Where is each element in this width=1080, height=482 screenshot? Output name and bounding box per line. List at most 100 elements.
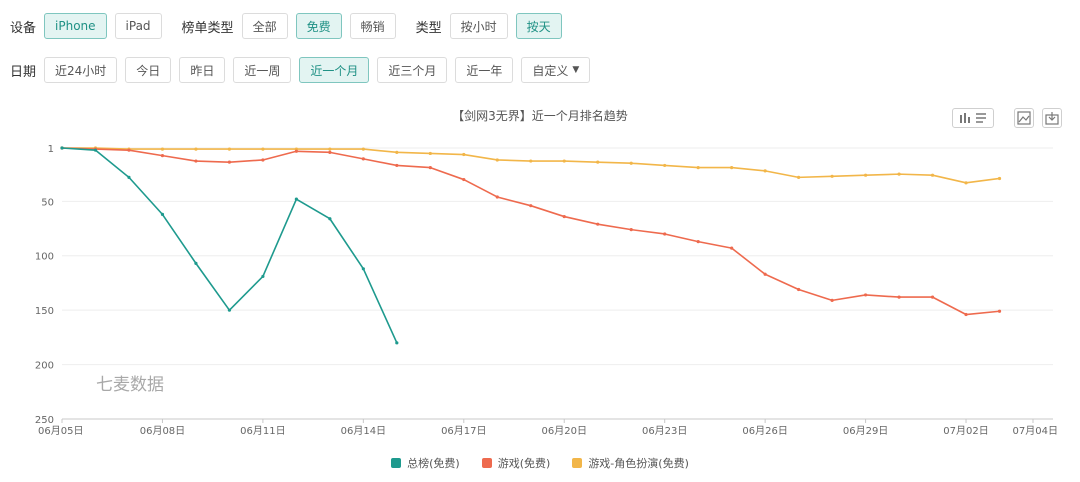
data-point <box>863 293 868 297</box>
data-point <box>964 312 968 317</box>
data-point <box>194 147 198 151</box>
data-point <box>629 228 633 232</box>
data-point <box>897 172 901 176</box>
x-tick-label: 06月14日 <box>341 425 386 437</box>
data-point <box>261 274 265 279</box>
data-point <box>596 222 600 226</box>
x-tick-label: 06月29日 <box>843 425 888 437</box>
data-point <box>596 160 600 164</box>
date-24h-button[interactable]: 近24小时 <box>44 57 118 83</box>
data-point <box>160 147 165 151</box>
data-point <box>361 157 365 161</box>
chart-grid <box>62 147 1053 420</box>
data-point <box>294 197 298 201</box>
data-point <box>730 246 734 250</box>
export-button[interactable] <box>1042 108 1062 128</box>
data-point <box>830 174 834 178</box>
data-point <box>495 158 499 162</box>
data-point <box>562 214 566 219</box>
y-tick-label: 150 <box>35 306 54 317</box>
data-point <box>361 147 365 151</box>
data-point <box>194 261 198 265</box>
date-custom-label: 自定义 <box>532 63 569 78</box>
date-3months-button[interactable]: 近三个月 <box>377 57 448 83</box>
list-type-free-button[interactable]: 免费 <box>295 13 342 39</box>
y-tick-label: 250 <box>35 415 54 426</box>
type-daily-button[interactable]: 按天 <box>515 13 562 39</box>
legend-swatch <box>572 458 583 468</box>
data-point <box>93 148 98 152</box>
date-year-button[interactable]: 近一年 <box>455 57 514 83</box>
legend-label: 游戏-角色扮演(免费) <box>588 457 689 470</box>
legend-item[interactable]: 游戏-角色扮演(免费) <box>572 455 689 471</box>
data-point <box>227 160 232 164</box>
series-line <box>62 147 1000 184</box>
legend-item[interactable]: 游戏(免费) <box>481 455 551 471</box>
legend-swatch <box>391 458 402 468</box>
data-point <box>495 195 499 199</box>
type-hourly-button[interactable]: 按小时 <box>449 13 508 39</box>
legend-item[interactable]: 总榜(免费) <box>391 455 460 471</box>
date-month-button[interactable]: 近一个月 <box>299 57 370 83</box>
device-label: 设备 <box>10 20 37 36</box>
list-type-grossing-button[interactable]: 畅销 <box>349 13 396 39</box>
data-point <box>395 163 399 168</box>
data-point <box>328 150 332 154</box>
filter-row-2: 日期 近24小时 今日 昨日 近一周 近一个月 近三个月 近一年 自定义 ▼ <box>0 55 598 85</box>
data-point <box>428 151 432 156</box>
data-point <box>462 177 466 182</box>
chart-title: 【剑网3无界】近一个月排名趋势 <box>452 109 628 123</box>
data-point <box>997 309 1002 313</box>
date-label: 日期 <box>10 64 37 80</box>
data-point <box>629 161 633 165</box>
data-point <box>395 150 399 154</box>
data-point <box>60 146 64 150</box>
series-line <box>61 147 398 344</box>
data-point <box>964 181 968 185</box>
filter-row-1: 设备 iPhone iPad 榜单类型 全部 免费 畅销 类型 按小时 按天 <box>0 11 570 41</box>
data-point <box>763 272 767 276</box>
x-tick-label: 06月26日 <box>742 425 787 437</box>
data-point <box>261 158 265 162</box>
x-axis-ticks: 06月05日 06月08日 06月11日 06月14日 06月17日 06月20日 06月2… <box>38 419 1058 437</box>
data-point <box>227 147 232 151</box>
data-point <box>227 308 232 312</box>
legend-label: 游戏(免费) <box>497 457 551 470</box>
date-today-button[interactable]: 今日 <box>125 57 172 83</box>
data-point <box>663 163 667 168</box>
device-ipad-button[interactable]: iPad <box>114 13 162 39</box>
image-download-icon <box>1017 111 1031 125</box>
data-point <box>261 147 265 151</box>
data-point <box>897 295 901 299</box>
data-point <box>696 239 700 244</box>
chart-series <box>60 146 1002 345</box>
x-tick-label: 07月04日 <box>1013 425 1058 437</box>
y-tick-label: 50 <box>41 197 54 208</box>
export-icon <box>1045 112 1059 125</box>
date-custom-dropdown[interactable]: 自定义 ▼ <box>521 57 591 83</box>
bar-line-toggle-button[interactable] <box>952 108 994 128</box>
data-point <box>797 175 801 179</box>
data-point <box>863 173 868 177</box>
type-label: 类型 <box>415 20 442 36</box>
legend-label: 总榜(免费) <box>407 457 460 470</box>
data-point <box>395 341 399 345</box>
image-download-button[interactable] <box>1014 108 1034 128</box>
chart-legend: 总榜(免费) 游戏(免费) 游戏-角色扮演(免费) <box>0 455 1080 471</box>
data-point <box>127 148 131 152</box>
data-point <box>797 287 801 292</box>
data-point <box>160 154 165 158</box>
y-tick-label: 200 <box>35 361 54 372</box>
date-yesterday-button[interactable]: 昨日 <box>179 57 226 83</box>
data-point <box>930 173 935 177</box>
data-point <box>696 165 700 170</box>
series-line <box>61 147 1000 316</box>
data-point <box>763 169 767 173</box>
data-point <box>127 175 131 179</box>
date-week-button[interactable]: 近一周 <box>233 57 292 83</box>
device-iphone-button[interactable]: iPhone <box>44 13 107 39</box>
list-type-all-button[interactable]: 全部 <box>241 13 288 39</box>
data-point <box>194 159 198 163</box>
data-point <box>328 147 332 151</box>
